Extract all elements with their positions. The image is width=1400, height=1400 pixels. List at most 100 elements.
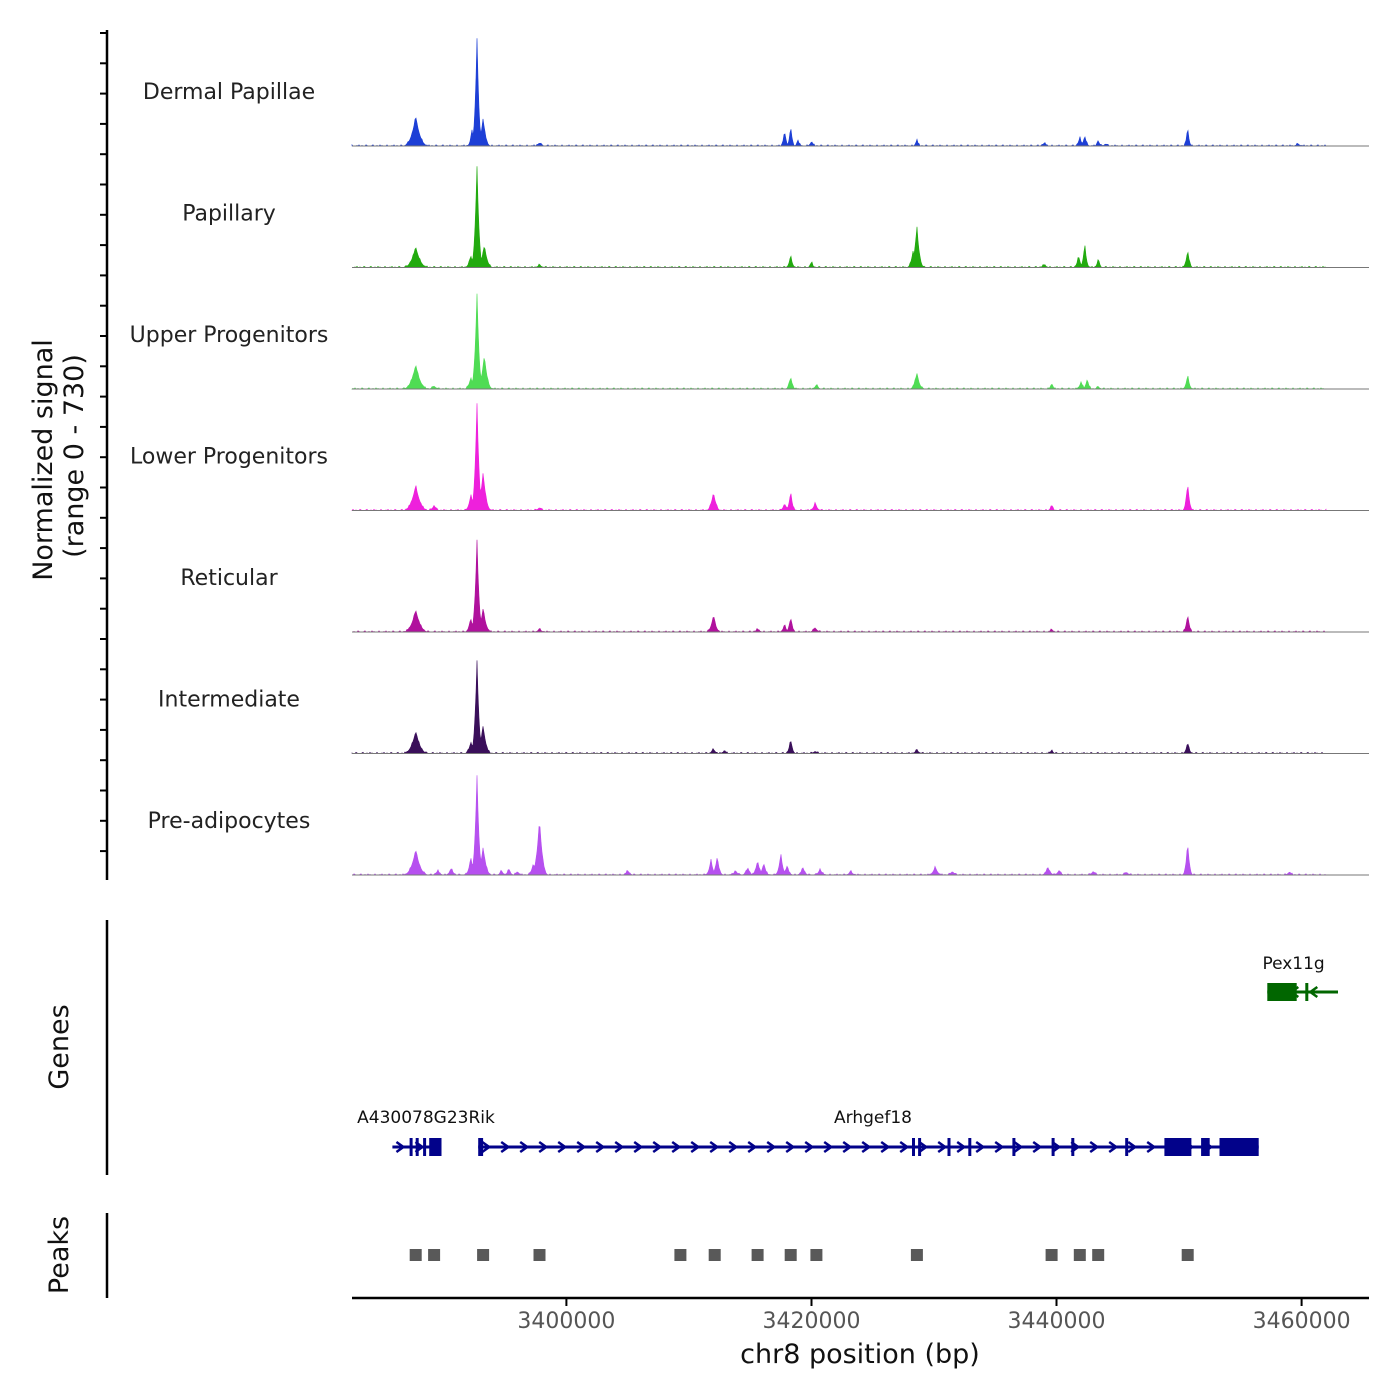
- track-pre-adipocytes: Pre-adipocytes: [148, 775, 1369, 876]
- gene-strand-arrow: [633, 1140, 644, 1154]
- x-axis-ticks: 3400000 3420000 3440000 3460000: [517, 1298, 1351, 1334]
- gene-strand-arrow: [395, 1140, 406, 1154]
- gene-exon: [1012, 1138, 1016, 1156]
- x-axis-title: chr8 position (bp): [740, 1339, 980, 1370]
- gene-strand-arrow: [1127, 1140, 1138, 1154]
- peak-region: [1181, 1249, 1194, 1261]
- x-tick-label: 3440000: [1008, 1309, 1106, 1334]
- gene-exon: [912, 1138, 915, 1156]
- peak-region: [674, 1249, 687, 1261]
- track-intermediate: Intermediate: [158, 660, 1369, 754]
- track-papillary: Papillary: [182, 166, 1369, 268]
- gene-exon: [1201, 1138, 1210, 1156]
- gene-track: A430078G23Rik Arhgef18 Pex11g: [357, 954, 1338, 1156]
- x-tick-label: 3400000: [517, 1309, 615, 1334]
- gene-strand-arrow: [956, 1140, 967, 1154]
- gene-strand-arrow: [538, 1140, 549, 1154]
- signal-axis-title-line1: Normalized signal: [28, 339, 59, 581]
- track-upper-progenitors: Upper Progenitors: [130, 293, 1369, 390]
- peaks-axis-title: Peaks: [44, 1216, 75, 1294]
- x-tick-label: 3460000: [1253, 1309, 1351, 1334]
- gene-strand-arrow: [899, 1140, 910, 1154]
- gene-strand-arrow: [766, 1140, 777, 1154]
- gene-strand-arrow: [690, 1140, 701, 1154]
- gene-strand-arrow: [557, 1140, 568, 1154]
- track-label: Lower Progenitors: [130, 445, 328, 470]
- gene-strand-arrow: [1108, 1140, 1119, 1154]
- signal-tracks: Dermal Papillae Papillary Upper Progenitor…: [130, 38, 1369, 876]
- gene-strand-arrow: [861, 1140, 872, 1154]
- genes-axis-title: Genes: [44, 1004, 75, 1089]
- gene-pex11g: Pex11g: [1262, 954, 1338, 1001]
- peak-region: [477, 1249, 490, 1261]
- gene-a430078g23rik: A430078G23Rik: [357, 1108, 495, 1156]
- gene-label: Arhgef18: [834, 1108, 912, 1128]
- gene-label: Pex11g: [1262, 954, 1324, 974]
- gene-strand-arrow: [728, 1140, 739, 1154]
- gene-strand-arrow: [576, 1140, 587, 1154]
- gene-strand-arrow: [880, 1140, 891, 1154]
- gene-strand-arrow: [500, 1140, 511, 1154]
- track-label: Reticular: [180, 566, 278, 591]
- gene-strand-arrow: [1032, 1140, 1043, 1154]
- track-signal-area: [351, 38, 1327, 147]
- peak-region: [708, 1249, 721, 1261]
- gene-strand-arrow: [842, 1140, 853, 1154]
- gene-exon: [429, 1138, 442, 1156]
- peak-track: [409, 1249, 1194, 1261]
- track-label: Intermediate: [158, 688, 300, 713]
- gene-exon: [1305, 983, 1309, 1001]
- gene-strand-arrow: [804, 1140, 815, 1154]
- peak-region: [1045, 1249, 1058, 1261]
- peak-region: [1073, 1249, 1086, 1261]
- signal-axis-title-line2: (range 0 - 730): [59, 354, 90, 558]
- gene-exon: [1164, 1138, 1192, 1156]
- peak-region: [751, 1249, 764, 1261]
- gene-exon: [1219, 1138, 1259, 1156]
- peak-region: [810, 1249, 823, 1261]
- gene-strand-arrow: [671, 1140, 682, 1154]
- track-dermal-papillae: Dermal Papillae: [143, 38, 1369, 147]
- gene-exon: [1051, 1138, 1055, 1156]
- gene-exon: [947, 1138, 951, 1156]
- gene-strand-arrow: [519, 1140, 530, 1154]
- gene-exon: [415, 1138, 419, 1156]
- track-signal-area: [351, 660, 1327, 754]
- gene-strand-arrow: [652, 1140, 663, 1154]
- gene-strand-arrow: [1013, 1140, 1024, 1154]
- gene-exon: [478, 1138, 484, 1156]
- gene-strand-arrow: [614, 1140, 625, 1154]
- track-signal-area: [352, 539, 1327, 633]
- track-signal-area: [351, 403, 1327, 511]
- gene-strand-arrow: [918, 1140, 929, 1154]
- gene-strand-arrow: [747, 1140, 758, 1154]
- gene-exon: [968, 1138, 972, 1156]
- gene-exon: [918, 1138, 922, 1156]
- track-signal-area: [352, 775, 1327, 876]
- signal-y-axis: [100, 30, 109, 880]
- gene-strand-arrow: [1089, 1140, 1100, 1154]
- gene-exon: [1267, 983, 1297, 1001]
- track-label: Upper Progenitors: [130, 323, 329, 348]
- gene-exon: [1071, 1138, 1075, 1156]
- gene-strand-arrow: [481, 1140, 492, 1154]
- track-reticular: Reticular: [180, 539, 1369, 633]
- peak-region: [533, 1249, 546, 1261]
- gene-strand-arrow: [823, 1140, 834, 1154]
- gene-strand-arrow: [975, 1140, 986, 1154]
- gene-strand-arrow: [1146, 1140, 1157, 1154]
- gene-exon: [1125, 1138, 1129, 1156]
- gene-strand-arrow: [785, 1140, 796, 1154]
- track-label: Dermal Papillae: [143, 80, 315, 105]
- gene-strand-arrow: [994, 1140, 1005, 1154]
- gene-exon: [423, 1138, 427, 1156]
- gene-label: A430078G23Rik: [357, 1108, 495, 1128]
- gene-strand-arrow: [595, 1140, 606, 1154]
- gene-arhgef18: Arhgef18: [478, 1108, 1259, 1156]
- gene-strand-arrow: [937, 1140, 948, 1154]
- peak-region: [784, 1249, 797, 1261]
- track-label: Pre-adipocytes: [148, 809, 311, 834]
- peak-region: [409, 1249, 422, 1261]
- gene-strand-arrow: [709, 1140, 720, 1154]
